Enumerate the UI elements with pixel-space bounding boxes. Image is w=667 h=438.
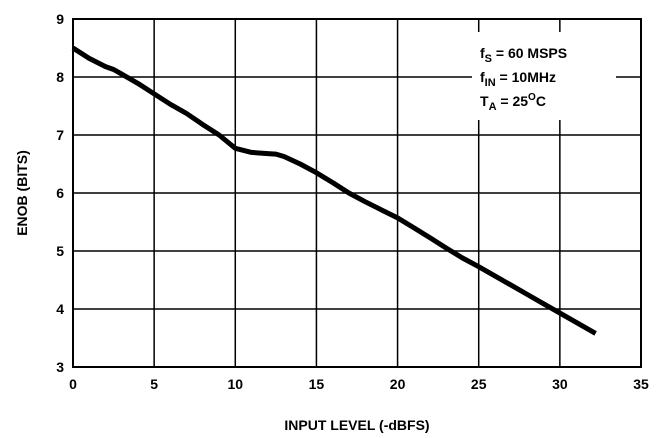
y-tick-label: 4 bbox=[56, 301, 64, 317]
y-tick-label: 5 bbox=[56, 243, 64, 259]
x-tick-label: 30 bbox=[552, 376, 568, 392]
y-tick-label: 8 bbox=[56, 69, 64, 85]
annotation-input-frequency: fIN = 10MHz bbox=[480, 69, 556, 89]
y-tick-label: 6 bbox=[56, 185, 64, 201]
x-tick-label: 10 bbox=[227, 376, 243, 392]
conditions-annotation: fS = 60 MSPS fIN = 10MHz TA = 25OC bbox=[472, 32, 616, 120]
x-tick-label: 35 bbox=[633, 376, 649, 392]
annotation-temperature: TA = 25OC bbox=[480, 92, 546, 113]
x-axis-tick-labels: 0 5 10 15 20 25 30 35 bbox=[69, 376, 649, 392]
x-tick-label: 0 bbox=[69, 376, 77, 392]
y-tick-label: 7 bbox=[56, 127, 64, 143]
y-tick-label: 9 bbox=[56, 11, 64, 27]
y-axis-label: ENOB (BITS) bbox=[14, 150, 30, 236]
enob-series-line bbox=[71, 45, 597, 336]
y-tick-label: 3 bbox=[56, 359, 64, 375]
x-tick-label: 5 bbox=[150, 376, 158, 392]
annotation-background bbox=[472, 32, 616, 120]
x-tick-label: 25 bbox=[471, 376, 487, 392]
x-tick-label: 20 bbox=[390, 376, 406, 392]
annotation-sample-rate: fS = 60 MSPS bbox=[480, 45, 567, 65]
x-tick-label: 15 bbox=[309, 376, 325, 392]
y-axis-tick-labels: 3 4 5 6 7 8 9 bbox=[56, 11, 64, 375]
x-axis-label: INPUT LEVEL (-dBFS) bbox=[284, 417, 429, 433]
plot-area-frame bbox=[72, 18, 642, 368]
